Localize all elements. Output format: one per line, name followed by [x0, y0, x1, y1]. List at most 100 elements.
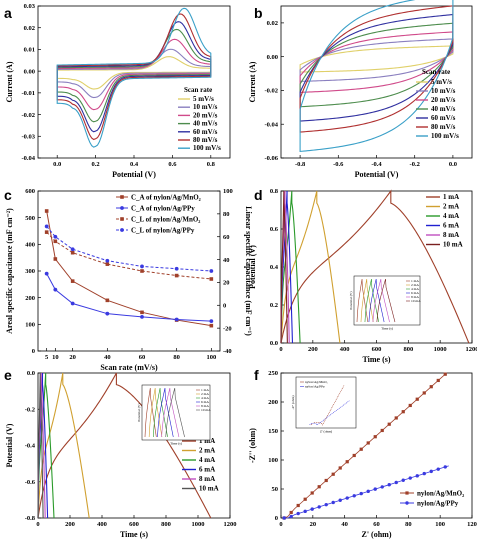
inset-frame: [141, 384, 211, 441]
data-point: [324, 478, 328, 483]
x-axis-label: Potential (V): [355, 170, 399, 179]
data-point: [209, 319, 214, 324]
data-point: [209, 323, 214, 328]
inset-frame: [353, 275, 421, 326]
y-tick-label: -0.02: [264, 88, 278, 95]
legend-entry: 6 mA: [443, 222, 459, 230]
data-point: [174, 317, 179, 322]
data-point: [105, 258, 110, 263]
legend-entry: 10 mV/s: [193, 103, 218, 111]
x-tick-label: 40: [341, 521, 348, 528]
x-tick-label: 80: [173, 354, 180, 361]
legend-marker: [405, 501, 409, 505]
x-tick-label: 600: [129, 521, 139, 528]
y-tick-label: 200: [268, 399, 278, 406]
x-tick-label: 120: [467, 521, 477, 528]
gcd-curve-series: [280, 189, 470, 344]
y-tick-label: -0.8: [25, 515, 36, 522]
y-tick-label: -0.6: [25, 479, 36, 486]
data-point: [310, 507, 314, 511]
data-point: [140, 264, 144, 269]
data-point: [331, 472, 335, 476]
y-right-tick-label: 60: [223, 234, 230, 241]
legend-entry: 8 mA: [443, 231, 459, 239]
data-point: [317, 505, 321, 509]
data-point: [44, 224, 49, 229]
y-tick-label: 0.4: [270, 264, 279, 271]
x-tick-label: -0.4: [371, 161, 382, 168]
x-axis-label: Time (s): [362, 355, 390, 364]
cv-curve-series: [299, 13, 454, 122]
legend-entry: 4 mA: [199, 456, 215, 464]
y-tick-label: -0.03: [21, 133, 35, 140]
y-tick-label: 600: [25, 188, 35, 195]
y-right-tick-label: -20: [223, 325, 232, 332]
inset-y-label: -Z'' (ohm): [291, 395, 295, 410]
x-tick-label: 200: [308, 346, 318, 353]
data-point: [282, 516, 286, 520]
y-tick-label: 0.6: [270, 226, 279, 233]
data-point: [53, 239, 58, 244]
x-tick-label: 400: [97, 521, 107, 528]
y-tick-label: -0.04: [264, 121, 278, 128]
legend-entry: C_A of nylon/Ag/MnO₂: [131, 194, 201, 202]
panel-letter: d: [254, 187, 263, 203]
gcd-curve-series: [37, 372, 55, 519]
y-axis-label: Areal specific capacitance (mF cm⁻²): [5, 208, 14, 334]
y-axis-label: Current (A): [248, 61, 257, 102]
data-point: [296, 503, 300, 508]
inset-legend-entry: 4 mA: [411, 287, 419, 291]
data-point: [140, 269, 144, 273]
inset-curve: [311, 385, 345, 426]
data-point: [387, 422, 391, 426]
y-axis-label: -Z'' (ohm): [248, 428, 257, 463]
inset-curve: [148, 387, 163, 438]
gcd-curve-series: [280, 190, 341, 344]
inset-legend-entry: 6 mA: [411, 291, 419, 295]
legend-entry: 6 mA: [199, 466, 215, 474]
data-point: [436, 378, 440, 383]
panel-d-gcd-mno2: d 0 200 400 600 800 1000 1200 0.0 0.2 0.4 0.6 0.8 Tim…: [248, 187, 477, 364]
x-tick-label: 1000: [192, 521, 205, 528]
legend-entry: 40 mV/s: [431, 105, 456, 113]
x-tick-label: 1000: [434, 346, 447, 353]
data-point: [70, 247, 75, 252]
inset-curve: [372, 278, 390, 323]
x-tick-label: 60: [373, 521, 380, 528]
data-point: [366, 441, 370, 445]
cv-curve-series: [299, 31, 454, 93]
y-right-tick-label: 40: [223, 257, 230, 264]
data-point: [415, 397, 419, 401]
data-point: [44, 271, 49, 276]
data-point: [415, 474, 419, 478]
data-point: [70, 250, 75, 255]
x-tick-label: 20: [69, 354, 76, 361]
legend-entry: 4 mA: [443, 212, 459, 220]
data-point: [303, 509, 307, 514]
inset-x-label: Z' (ohm): [320, 430, 333, 434]
y-axis-label: Potential (V): [5, 423, 14, 467]
inset-curve: [152, 387, 168, 438]
inset-curve: [161, 387, 180, 438]
y-right-tick-label: 100: [223, 188, 233, 195]
data-point: [317, 485, 321, 489]
data-point: [387, 482, 391, 487]
y-axis-label: Potential (V): [248, 245, 257, 289]
x-tick-label: -0.8: [295, 161, 306, 168]
inset-curve: [309, 400, 350, 426]
legend-entry: C_L of nylon/Ag/MnO₂: [131, 216, 200, 224]
y-tick-label: 0.00: [267, 54, 278, 61]
x-tick-label: 1200: [224, 521, 237, 528]
data-point: [394, 480, 398, 485]
gcd-curve-series: [280, 191, 288, 344]
data-point: [296, 511, 300, 516]
y-right-tick-label: 0: [223, 302, 226, 309]
data-point: [408, 476, 412, 480]
data-point: [310, 491, 314, 495]
y-tick-label: 0.01: [24, 47, 35, 54]
data-point: [174, 266, 179, 271]
x-tick-label: 100: [435, 521, 445, 528]
legend-entry: 2 mA: [199, 447, 215, 455]
data-point: [105, 262, 110, 266]
